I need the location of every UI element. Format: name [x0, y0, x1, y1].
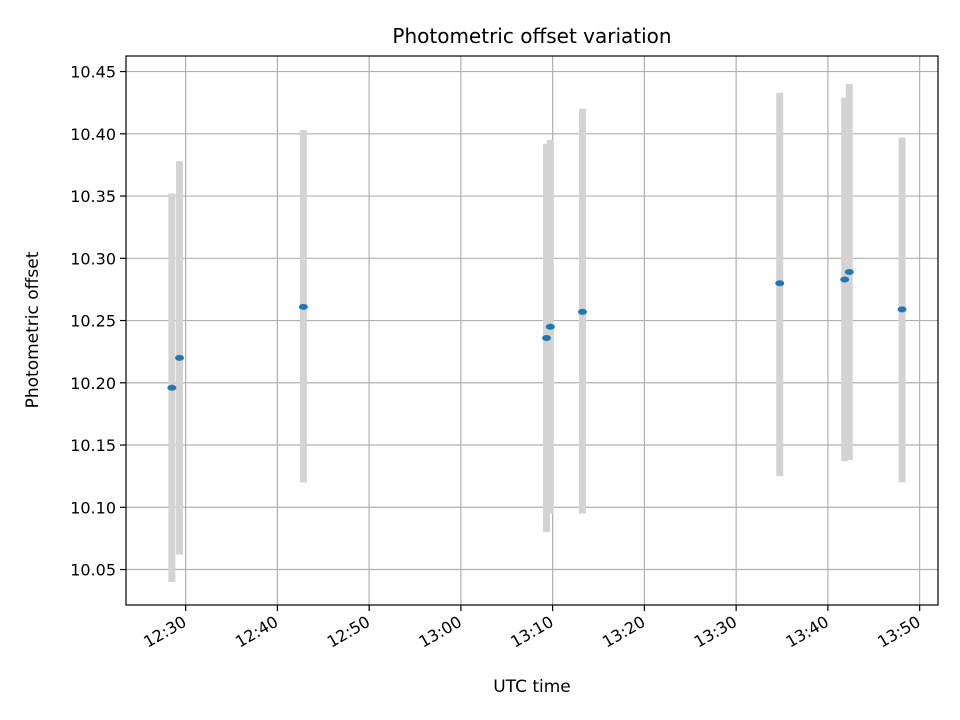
data-point: [545, 323, 555, 330]
grid: [126, 56, 938, 605]
data-point: [175, 354, 185, 361]
y-tick-label: 10.35: [70, 187, 116, 206]
data-point: [542, 334, 552, 341]
data-point: [167, 384, 177, 391]
y-axis-ticks: 10.05 10.10 10.15 10.20 10.25 10.30 10.35 10.40…: [70, 63, 126, 580]
y-tick-label: 10.25: [70, 312, 116, 331]
y-tick-label: 10.45: [70, 63, 116, 82]
data-point: [775, 280, 785, 287]
data-point: [577, 308, 587, 315]
y-tick-label: 10.20: [70, 374, 116, 393]
y-tick-label: 10.30: [70, 249, 116, 268]
data-point: [897, 306, 907, 313]
plot-frame: [125, 55, 939, 606]
y-tick-label: 10.10: [70, 498, 116, 517]
data-point: [298, 303, 308, 310]
y-tick-label: 10.05: [70, 561, 116, 580]
data-point: [844, 268, 854, 275]
chart-title: Photometric offset variation: [392, 24, 671, 48]
y-axis-title: Photometric offset: [23, 251, 43, 408]
data-point: [840, 276, 850, 283]
y-tick-label: 10.40: [70, 125, 116, 144]
y-tick-label: 10.15: [70, 436, 116, 455]
data-points: [167, 268, 907, 391]
x-axis-title: UTC time: [493, 677, 571, 697]
